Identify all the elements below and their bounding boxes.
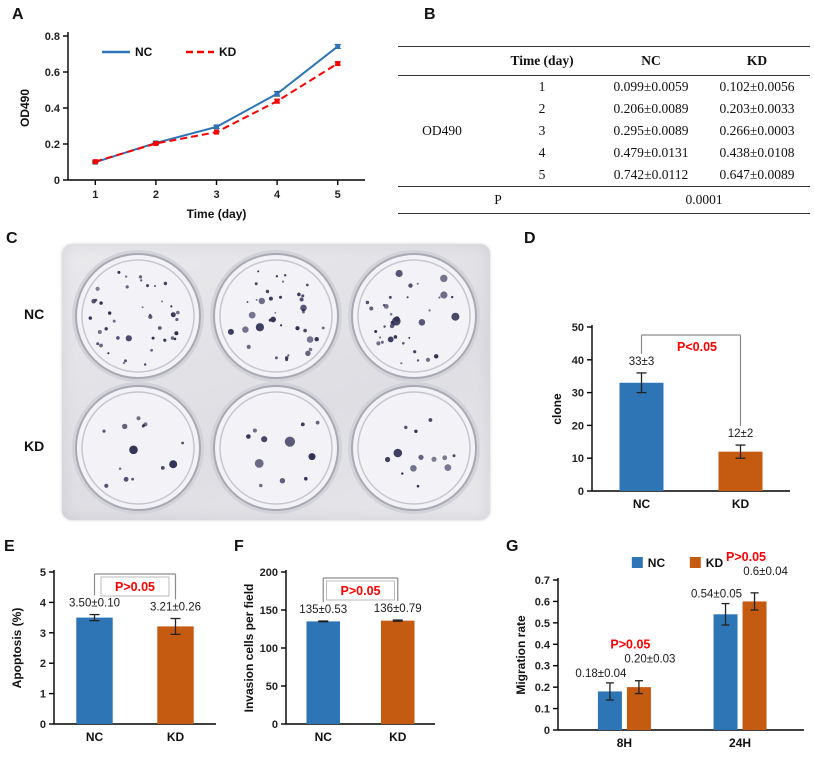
panel-b-od490-table: Time (day) NC KD OD490 1 0.099±0.0059 0.102±0.… bbox=[398, 46, 810, 214]
svg-text:P>0.05: P>0.05 bbox=[610, 638, 650, 652]
svg-text:3.21±0.26: 3.21±0.26 bbox=[150, 602, 201, 614]
svg-text:Apoptosis (%): Apoptosis (%) bbox=[10, 608, 24, 689]
svg-text:100: 100 bbox=[260, 643, 278, 655]
panel-label-g: G bbox=[506, 538, 519, 555]
svg-text:Migration rate: Migration rate bbox=[514, 615, 528, 695]
panel-label-a: A bbox=[12, 6, 24, 23]
svg-text:4: 4 bbox=[274, 189, 281, 201]
panel-a-line-chart: 0 0.2 0.4 0.6 0.8 1 2 3 4 5 Time (day) OD490 NC KD bbox=[16, 14, 381, 229]
svg-text:0: 0 bbox=[54, 175, 60, 187]
svg-text:0.20±0.03: 0.20±0.03 bbox=[624, 654, 675, 666]
svg-text:P>0.05: P>0.05 bbox=[115, 580, 155, 594]
svg-text:0.4: 0.4 bbox=[45, 103, 61, 115]
svg-text:200: 200 bbox=[260, 567, 278, 579]
svg-text:1: 1 bbox=[92, 189, 98, 201]
svg-text:150: 150 bbox=[260, 605, 278, 617]
svg-text:4: 4 bbox=[40, 597, 47, 609]
svg-text:50: 50 bbox=[572, 322, 584, 334]
p-value-row: P 0.0001 bbox=[398, 186, 810, 214]
svg-text:0.6: 0.6 bbox=[45, 67, 60, 79]
panel-label-e: E bbox=[4, 538, 15, 555]
svg-text:33±3: 33±3 bbox=[629, 356, 655, 368]
panel-f-invasion-bar-chart: 0 50 100 150 200 135±0.53 NC 136±0.79 KD Invasion… bbox=[240, 546, 445, 759]
svg-text:0: 0 bbox=[272, 719, 278, 731]
svg-text:3.50±0.10: 3.50±0.10 bbox=[69, 598, 120, 610]
svg-text:0: 0 bbox=[578, 486, 584, 498]
plate-row-label-kd: KD bbox=[24, 438, 45, 454]
svg-text:KD: KD bbox=[706, 556, 724, 570]
svg-text:P>0.05: P>0.05 bbox=[341, 584, 381, 598]
svg-text:NC: NC bbox=[648, 556, 666, 570]
svg-text:KD: KD bbox=[167, 730, 185, 744]
svg-text:0.2: 0.2 bbox=[535, 682, 550, 694]
svg-text:P<0.05: P<0.05 bbox=[677, 340, 717, 354]
svg-text:KD: KD bbox=[732, 497, 750, 511]
svg-text:KD: KD bbox=[219, 45, 237, 59]
svg-text:50: 50 bbox=[266, 681, 278, 693]
svg-text:3: 3 bbox=[40, 628, 46, 640]
panel-label-f: F bbox=[234, 538, 244, 555]
panel-c-colony-plate bbox=[62, 244, 490, 520]
svg-text:2: 2 bbox=[153, 189, 159, 201]
table-row: 2 0.206±0.0089 0.203±0.0033 bbox=[538, 101, 795, 116]
svg-text:136±0.79: 136±0.79 bbox=[374, 603, 422, 615]
svg-text:P>0.05: P>0.05 bbox=[726, 550, 766, 564]
svg-text:0.54±0.05: 0.54±0.05 bbox=[691, 589, 742, 601]
svg-text:8H: 8H bbox=[617, 736, 632, 750]
table-row: 4 0.479±0.0131 0.438±0.0108 bbox=[538, 145, 795, 160]
svg-text:NC: NC bbox=[633, 497, 651, 511]
svg-text:40: 40 bbox=[572, 355, 584, 367]
svg-text:OD490: OD490 bbox=[18, 89, 32, 127]
panel-g-migration-bar-chart: 0 0.1 0.2 0.3 0.4 0.5 0.6 0.7 0.18±0.04 0.20±0.03… bbox=[512, 546, 812, 759]
svg-text:0: 0 bbox=[40, 719, 46, 731]
svg-text:0.7: 0.7 bbox=[535, 575, 550, 587]
svg-text:NC: NC bbox=[135, 45, 153, 59]
svg-text:0.1: 0.1 bbox=[535, 704, 550, 716]
svg-text:NC: NC bbox=[315, 730, 333, 744]
table-row: OD490 1 0.099±0.0059 0.102±0.0056 bbox=[398, 76, 810, 138]
svg-text:24H: 24H bbox=[729, 736, 751, 750]
od490-data-table: Time (day) NC KD OD490 1 0.099±0.0059 0.102±0.… bbox=[398, 46, 810, 214]
svg-text:135±0.53: 135±0.53 bbox=[299, 604, 347, 616]
svg-text:0: 0 bbox=[544, 725, 550, 737]
svg-text:0.6: 0.6 bbox=[535, 596, 550, 608]
svg-text:0.5: 0.5 bbox=[535, 618, 550, 630]
svg-text:0.18±0.04: 0.18±0.04 bbox=[575, 668, 627, 680]
svg-text:20: 20 bbox=[572, 420, 584, 432]
plate-row-label-nc: NC bbox=[24, 306, 45, 322]
svg-text:5: 5 bbox=[40, 567, 46, 579]
svg-text:NC: NC bbox=[86, 730, 104, 744]
svg-text:10: 10 bbox=[572, 453, 584, 465]
svg-text:Invasion cells per field: Invasion cells per field bbox=[242, 584, 256, 713]
svg-text:Time (day): Time (day) bbox=[187, 207, 247, 221]
table-row: 3 0.295±0.0089 0.266±0.0003 bbox=[538, 123, 795, 138]
svg-text:0.3: 0.3 bbox=[535, 661, 550, 673]
table-row: 5 0.742±0.0112 0.647±0.0089 bbox=[538, 167, 795, 182]
svg-text:2: 2 bbox=[40, 658, 46, 670]
svg-text:clone: clone bbox=[550, 393, 564, 425]
panel-e-apoptosis-bar-chart: 0 1 2 3 4 5 3.50±0.10 NC 3.21±0.26 KD Apoptosis (%… bbox=[8, 546, 226, 759]
svg-text:1: 1 bbox=[40, 689, 46, 701]
panel-label-b: B bbox=[424, 6, 436, 23]
svg-text:0.8: 0.8 bbox=[45, 31, 60, 43]
svg-text:KD: KD bbox=[389, 730, 407, 744]
svg-text:0.6±0.04: 0.6±0.04 bbox=[743, 566, 788, 578]
panel-d-clone-bar-chart: 0 10 20 30 40 50 33±3 NC 12±2 KD clone P<0.05 bbox=[548, 305, 808, 530]
svg-text:30: 30 bbox=[572, 388, 584, 400]
svg-text:0.2: 0.2 bbox=[45, 139, 60, 151]
svg-text:12±2: 12±2 bbox=[728, 428, 754, 440]
svg-text:0.4: 0.4 bbox=[535, 639, 551, 651]
row-group-label: OD490 bbox=[422, 123, 462, 138]
svg-text:5: 5 bbox=[335, 189, 341, 201]
panel-label-c: C bbox=[6, 230, 18, 247]
panel-label-d: D bbox=[524, 230, 536, 247]
svg-text:3: 3 bbox=[213, 189, 219, 201]
